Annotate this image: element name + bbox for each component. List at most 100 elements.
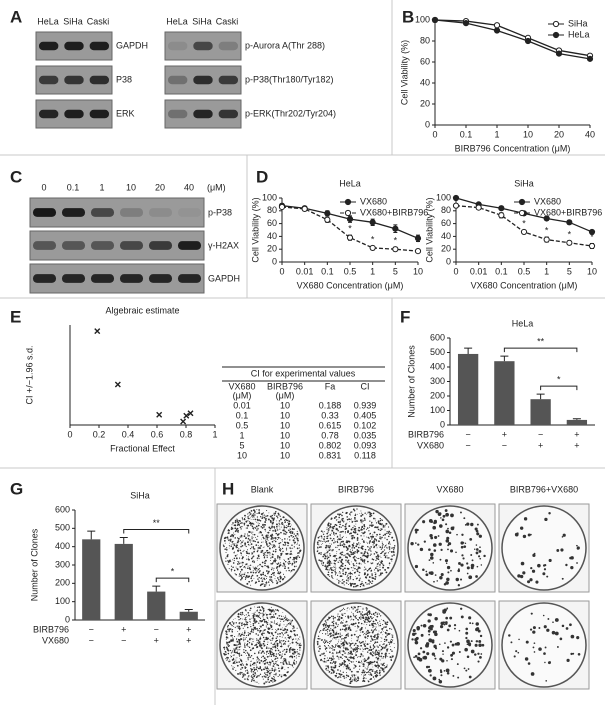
colony (323, 531, 325, 533)
colony (442, 514, 446, 518)
colony (269, 623, 271, 625)
colony (335, 515, 337, 518)
colony (266, 518, 268, 520)
colony (367, 671, 370, 673)
colony (371, 574, 373, 577)
colony (275, 640, 277, 643)
colony (250, 577, 253, 580)
colony (282, 643, 285, 645)
colony (338, 514, 340, 516)
colony (278, 615, 281, 617)
colony (417, 652, 421, 656)
x-tick-label: 0.4 (122, 429, 135, 439)
colony (379, 622, 381, 624)
colony (259, 546, 261, 548)
colony (366, 552, 369, 555)
colony (340, 676, 342, 678)
colony (381, 542, 384, 544)
colony (339, 580, 341, 582)
colony (367, 546, 369, 548)
blot-band (193, 41, 213, 51)
colony (422, 568, 425, 572)
colony (457, 584, 461, 587)
colony (336, 552, 338, 554)
colony (297, 639, 299, 641)
colony (257, 524, 260, 527)
colony (340, 513, 342, 515)
colony (248, 567, 251, 569)
colony (357, 550, 360, 552)
colony (233, 552, 235, 554)
colony (272, 546, 274, 549)
colony (275, 639, 278, 642)
colony (364, 636, 367, 639)
colony (465, 627, 469, 631)
colony (262, 630, 264, 632)
colony (360, 653, 363, 656)
colony (366, 631, 368, 632)
colony (258, 532, 260, 534)
colony (371, 580, 374, 582)
colony (378, 522, 380, 524)
colony (352, 546, 354, 548)
colony (245, 576, 247, 579)
colony (427, 668, 432, 673)
colony (234, 544, 236, 547)
colony (356, 636, 358, 638)
colony (384, 621, 386, 623)
colony (416, 625, 421, 630)
colony (383, 657, 384, 659)
colony (351, 528, 353, 531)
colony (386, 555, 388, 557)
colony (232, 562, 235, 564)
colony (347, 632, 349, 635)
colony (327, 641, 329, 644)
colony (358, 660, 360, 662)
colony (285, 526, 288, 529)
colony (254, 566, 256, 568)
colony (326, 552, 328, 554)
colony (335, 622, 337, 624)
colony (239, 540, 242, 542)
colony (371, 576, 373, 578)
table-cell: 10 (280, 440, 290, 450)
colony (342, 613, 344, 615)
colony (345, 625, 347, 627)
colony (351, 662, 353, 663)
colony (533, 552, 536, 555)
colony (323, 660, 326, 663)
colony (323, 538, 325, 541)
colony (265, 626, 267, 628)
colony (267, 670, 270, 673)
colony (339, 670, 342, 672)
colony (266, 646, 268, 648)
colony (370, 546, 372, 548)
colony (266, 576, 268, 578)
colony (256, 559, 258, 561)
colony (462, 557, 465, 560)
chart-title: HeLa (512, 318, 534, 328)
colony (227, 628, 229, 631)
colony (349, 550, 351, 552)
colony (353, 546, 356, 549)
significance-label: * (416, 238, 420, 248)
colony (335, 573, 337, 575)
colony (250, 624, 252, 626)
colony (296, 644, 298, 646)
colony (432, 543, 437, 547)
colony (374, 628, 376, 631)
colony (334, 661, 337, 663)
band-label: p-ERK(Thr202/Tyr204) (245, 108, 336, 118)
colony (391, 640, 393, 642)
lane-label: HeLa (166, 16, 188, 26)
row-label: BIRB796 (408, 429, 444, 439)
colony (439, 669, 442, 672)
colony (375, 665, 378, 668)
colony (445, 529, 450, 534)
colony (547, 618, 550, 620)
colony (375, 536, 377, 537)
colony (275, 511, 277, 513)
colony (271, 525, 274, 528)
colony (230, 545, 232, 548)
colony (226, 641, 229, 644)
